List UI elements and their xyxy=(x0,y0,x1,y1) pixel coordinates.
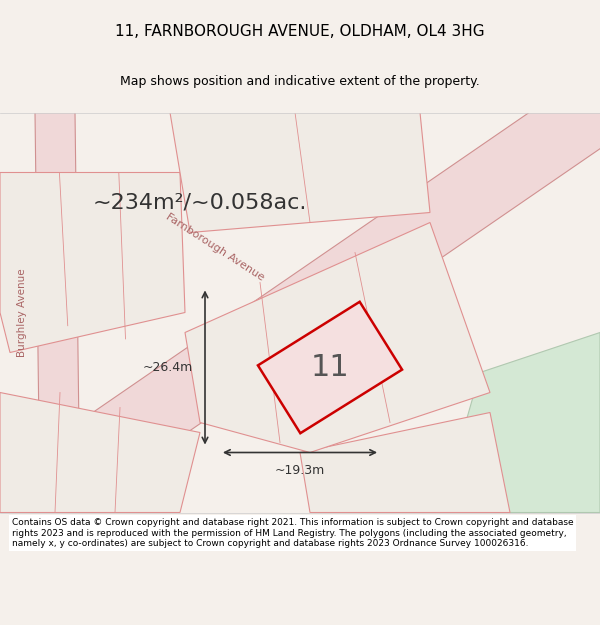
Polygon shape xyxy=(170,112,430,232)
Text: ~234m²/~0.058ac.: ~234m²/~0.058ac. xyxy=(93,192,307,213)
Text: 11, FARNBOROUGH AVENUE, OLDHAM, OL4 3HG: 11, FARNBOROUGH AVENUE, OLDHAM, OL4 3HG xyxy=(115,24,485,39)
Text: Farnborough Avenue: Farnborough Avenue xyxy=(164,212,266,283)
Polygon shape xyxy=(0,64,600,561)
Text: ~19.3m: ~19.3m xyxy=(275,464,325,478)
Text: Map shows position and indicative extent of the property.: Map shows position and indicative extent… xyxy=(120,74,480,88)
Polygon shape xyxy=(440,332,600,512)
Polygon shape xyxy=(258,302,402,433)
Polygon shape xyxy=(0,173,185,352)
Text: Burghley Avenue: Burghley Avenue xyxy=(17,268,27,357)
Polygon shape xyxy=(35,112,80,512)
Polygon shape xyxy=(185,222,490,452)
Polygon shape xyxy=(0,392,200,512)
Text: 11: 11 xyxy=(311,353,349,382)
Text: Contains OS data © Crown copyright and database right 2021. This information is : Contains OS data © Crown copyright and d… xyxy=(12,518,574,548)
Polygon shape xyxy=(300,412,510,512)
Text: ~26.4m: ~26.4m xyxy=(143,361,193,374)
